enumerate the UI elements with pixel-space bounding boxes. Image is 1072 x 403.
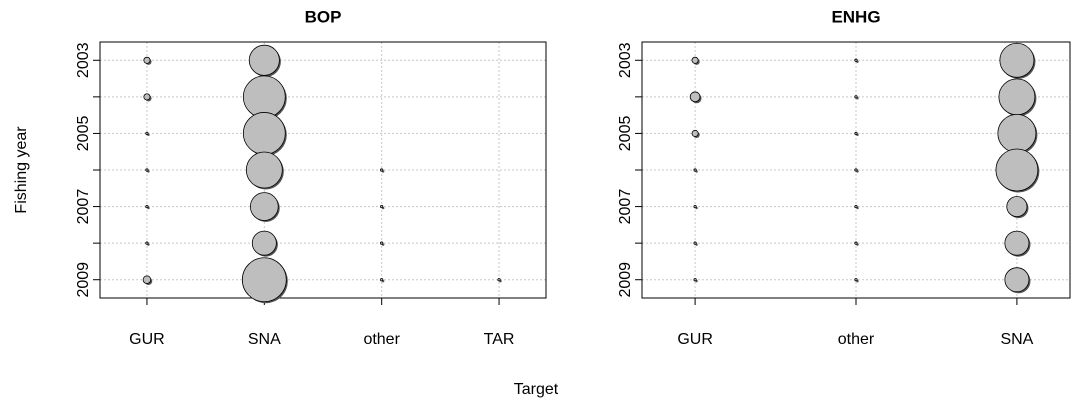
y-tick-label: 2007 (617, 189, 634, 225)
bubble (241, 257, 287, 303)
y-tick-label: 2005 (617, 116, 634, 152)
bubble (854, 168, 858, 172)
bubble (145, 241, 149, 245)
bubble (693, 241, 697, 245)
bubble (251, 230, 277, 256)
bubble (242, 112, 286, 155)
bubble (497, 278, 501, 282)
bubble (854, 131, 858, 136)
x-tick-label: TAR (484, 331, 515, 348)
y-tick-label: 2005 (75, 116, 92, 152)
plot-frame (641, 41, 1071, 299)
y-axis-label: Fishing year (13, 126, 30, 214)
bubble (693, 204, 697, 209)
bubble (1004, 230, 1030, 256)
bubble (997, 113, 1037, 153)
x-tick-label: GUR (129, 331, 165, 348)
plot-frame (99, 41, 547, 299)
bubble (142, 275, 152, 284)
bubble (145, 204, 149, 209)
bubble (380, 278, 384, 282)
bubble (854, 204, 858, 209)
bubble (248, 44, 280, 76)
bubble (145, 168, 149, 172)
bubble (691, 129, 699, 137)
bubble (380, 168, 384, 172)
bubble (250, 192, 279, 221)
bubble (245, 151, 283, 189)
y-tick-label: 2009 (75, 262, 92, 298)
bubble (143, 93, 151, 101)
chart-title: BOP (305, 7, 342, 26)
chart-title: ENHG (831, 7, 880, 26)
bubble (691, 56, 699, 64)
bubble (380, 204, 384, 209)
bubble (1004, 267, 1030, 293)
bubble (693, 278, 697, 282)
x-tick-label: GUR (677, 331, 713, 348)
x-tick-label: SNA (1000, 331, 1033, 348)
bubble (1006, 196, 1028, 218)
y-tick-label: 2007 (75, 189, 92, 225)
bubble (998, 78, 1036, 116)
bubble (999, 42, 1035, 78)
bubble (854, 278, 858, 282)
x-axis-label: Target (514, 381, 559, 398)
x-tick-label: SNA (248, 331, 281, 348)
bubble (854, 58, 858, 62)
y-tick-label: 2009 (617, 262, 634, 298)
bubble (689, 91, 701, 103)
bubble (854, 95, 858, 99)
y-tick-label: 2003 (75, 42, 92, 78)
bubble (242, 75, 286, 119)
x-tick-label: other (838, 331, 875, 348)
x-tick-label: other (363, 331, 400, 348)
bubble (380, 241, 384, 245)
bubble (143, 56, 151, 64)
y-tick-label: 2003 (617, 42, 634, 78)
bubble (995, 148, 1039, 192)
bubble (145, 131, 149, 136)
bubble (854, 241, 858, 245)
bubble (693, 168, 697, 172)
